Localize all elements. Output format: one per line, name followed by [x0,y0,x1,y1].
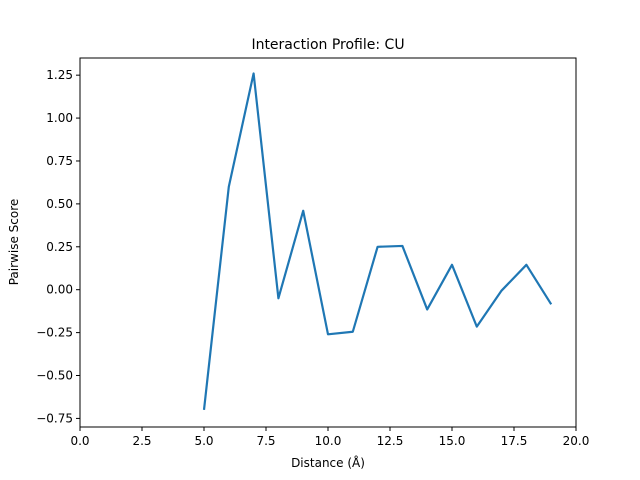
y-tick-label: −0.50 [36,369,73,383]
x-tick-label: 0.0 [70,434,89,448]
x-tick-label: 15.0 [439,434,466,448]
y-axis-label: Pairwise Score [7,199,21,286]
x-tick-label: 7.5 [256,434,275,448]
chart-title: Interaction Profile: CU [251,37,404,53]
y-tick-label: 0.50 [46,197,73,211]
y-tick-label: 0.00 [46,283,73,297]
y-tick-label: 0.75 [46,154,73,168]
y-axis-ticks: −0.75 −0.50 −0.25 0.00 0.25 0.50 0.75 1.00 1.25 [36,68,80,425]
x-tick-label: 10.0 [315,434,342,448]
series-line [202,72,553,410]
y-tick-label: −0.75 [36,411,73,425]
x-tick-label: 5.0 [194,434,213,448]
series-layer [202,72,553,410]
y-tick-label: −0.25 [36,326,73,340]
y-tick-label: 0.25 [46,240,73,254]
y-tick-label: 1.00 [46,111,73,125]
plot-area-border [79,57,577,428]
x-tick-label: 12.5 [377,434,404,448]
x-axis-ticks: 0.0 2.5 5.0 7.5 10.0 12.5 15.0 17.5 20.0 [70,427,589,448]
x-axis-label: Distance (Å) [291,455,365,470]
plot-frame [79,57,577,428]
x-tick-label: 17.5 [501,434,528,448]
x-tick-label: 20.0 [563,434,590,448]
x-tick-label: 2.5 [132,434,151,448]
y-tick-label: 1.25 [46,68,73,82]
